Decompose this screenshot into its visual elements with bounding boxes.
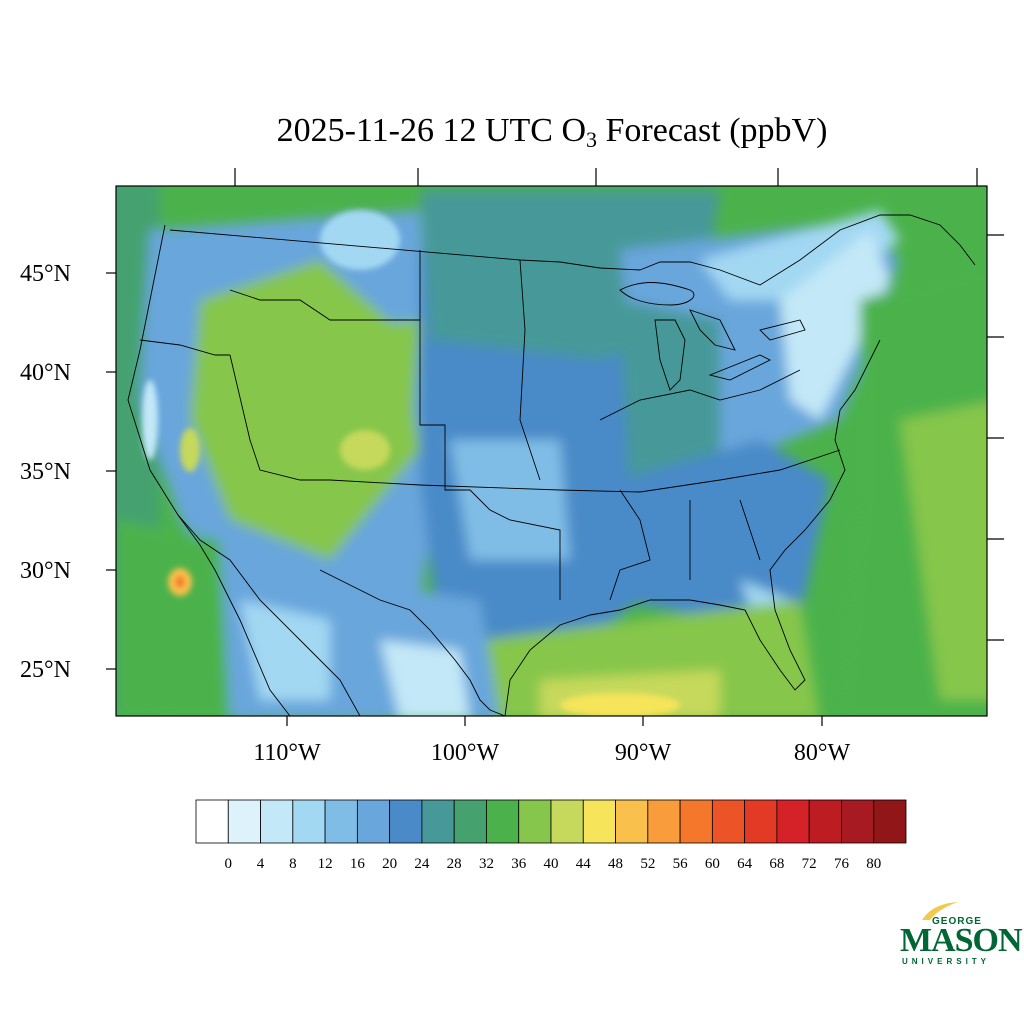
logo-line-mason: MASON bbox=[900, 922, 1023, 959]
title-subscript: 3 bbox=[586, 127, 598, 152]
colorbar-swatch bbox=[615, 799, 649, 844]
colorbar-swatch bbox=[389, 799, 423, 844]
george-mason-logo: GEORGE MASON UNIVERSITY bbox=[898, 900, 1023, 970]
lat-label-45: 45°N bbox=[20, 261, 71, 287]
logo-line-university: UNIVERSITY bbox=[902, 957, 991, 966]
lon-label-110: 110°W bbox=[253, 740, 321, 766]
colorbar-tick-label: 80 bbox=[866, 856, 882, 872]
map-frame bbox=[115, 185, 988, 717]
colorbar-swatch bbox=[582, 799, 616, 844]
lon-label-80: 80°W bbox=[793, 740, 851, 766]
colorbar-swatch bbox=[776, 799, 810, 844]
logo-swoosh-icon bbox=[922, 902, 958, 920]
lat-label-35: 35°N bbox=[20, 459, 71, 485]
colorbar-swatch bbox=[550, 799, 584, 844]
title-prefix: 2025-11-26 12 UTC O bbox=[276, 112, 587, 149]
colorbar-swatch bbox=[486, 799, 520, 844]
ozone-field bbox=[116, 186, 987, 716]
boundary-lines bbox=[127, 214, 976, 716]
map-title: 2025-11-26 12 UTC O3 Forecast (ppbV) bbox=[0, 112, 1024, 153]
colorbar-tick-label: 16 bbox=[349, 856, 365, 872]
colorbar-swatch bbox=[292, 799, 326, 844]
colorbar-tick-label: 44 bbox=[575, 856, 591, 872]
logo-line-george: GEORGE bbox=[932, 916, 982, 927]
lat-label-30: 30°N bbox=[20, 558, 71, 584]
colorbar-swatch bbox=[679, 799, 713, 844]
colorbar-swatch bbox=[841, 799, 875, 844]
colorbar-swatch bbox=[453, 799, 487, 844]
lon-label-90: 90°W bbox=[614, 740, 672, 766]
axis-ticks bbox=[106, 168, 1004, 726]
colorbar-tick-label: 32 bbox=[478, 856, 494, 872]
colorbar bbox=[195, 799, 907, 844]
colorbar-tick-label: 20 bbox=[382, 856, 398, 872]
colorbar-tick-label: 76 bbox=[833, 856, 849, 872]
colorbar-swatch bbox=[421, 799, 455, 844]
colorbar-tick-label: 72 bbox=[801, 856, 817, 872]
colorbar-swatch bbox=[324, 799, 358, 844]
colorbar-swatch bbox=[518, 799, 552, 844]
colorbar-swatch bbox=[711, 799, 746, 844]
title-suffix: Forecast (ppbV) bbox=[597, 112, 828, 149]
colorbar-tick-label: 56 bbox=[672, 856, 688, 872]
colorbar-swatch bbox=[873, 799, 907, 844]
colorbar-swatch bbox=[195, 799, 229, 844]
colorbar-tick-label: 28 bbox=[446, 856, 462, 872]
colorbar-swatch bbox=[808, 799, 842, 844]
colorbar-swatch bbox=[227, 799, 261, 844]
colorbar-tick-label: 64 bbox=[737, 856, 753, 872]
colorbar-swatch bbox=[260, 799, 294, 844]
colorbar-swatch bbox=[356, 799, 391, 844]
colorbar-tick-label: 68 bbox=[769, 856, 785, 872]
colorbar-tick-label: 12 bbox=[317, 856, 333, 872]
colorbar-tick-label: 24 bbox=[414, 856, 430, 872]
lat-label-25: 25°N bbox=[20, 657, 71, 683]
colorbar-swatch bbox=[744, 799, 778, 844]
lat-label-40: 40°N bbox=[20, 360, 71, 386]
colorbar-tick-label: 60 bbox=[704, 856, 720, 872]
colorbar-tick-label: 0 bbox=[224, 856, 233, 872]
colorbar-tick-label: 36 bbox=[511, 856, 527, 872]
colorbar-tick-label: 4 bbox=[256, 856, 265, 872]
colorbar-tick-label: 52 bbox=[640, 856, 656, 872]
colorbar-tick-label: 40 bbox=[543, 856, 559, 872]
colorbar-tick-label: 8 bbox=[289, 856, 297, 872]
colorbar-swatch bbox=[647, 799, 681, 844]
colorbar-tick-label: 48 bbox=[608, 856, 624, 872]
lon-label-100: 100°W bbox=[430, 740, 500, 766]
